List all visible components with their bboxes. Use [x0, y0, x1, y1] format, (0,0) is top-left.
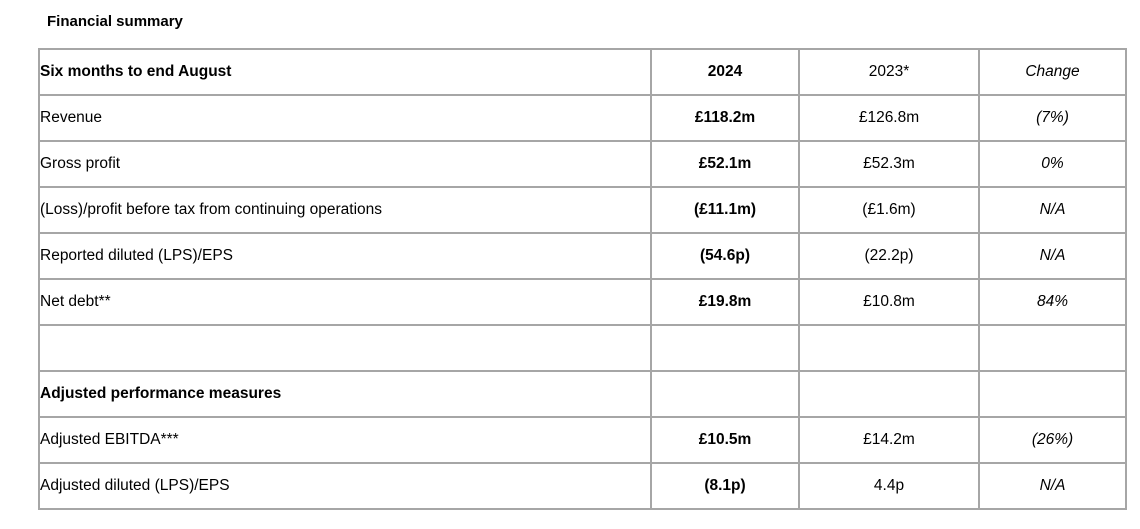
table-row-spacer	[38, 324, 1127, 372]
row-label-cell: Net debt**	[38, 278, 652, 326]
value-2024-cell: £118.2m	[650, 94, 800, 142]
table-row-revenue: Revenue £118.2m £126.8m (7%)	[38, 94, 1127, 142]
value-2023-cell: 4.4p	[798, 462, 980, 510]
value-2024-cell	[650, 324, 800, 372]
header-2024-cell: 2024	[650, 48, 800, 96]
change-cell	[978, 324, 1127, 372]
row-label-cell	[38, 324, 652, 372]
value-2024-cell: £52.1m	[650, 140, 800, 188]
table-header-row: Six months to end August 2024 2023* Chan…	[38, 48, 1127, 96]
value-2024-cell: (£11.1m)	[650, 186, 800, 234]
change-cell	[978, 370, 1127, 418]
header-2023-cell: 2023*	[798, 48, 980, 96]
section-label-cell: Adjusted performance measures	[38, 370, 652, 418]
row-label-cell: Adjusted diluted (LPS)/EPS	[38, 462, 652, 510]
value-2024-cell: £19.8m	[650, 278, 800, 326]
table-row-adjusted-section-header: Adjusted performance measures	[38, 370, 1127, 418]
value-2023-cell: £14.2m	[798, 416, 980, 464]
table-row-loss-before-tax: (Loss)/profit before tax from continuing…	[38, 186, 1127, 234]
row-label-cell: Gross profit	[38, 140, 652, 188]
header-period-cell: Six months to end August	[38, 48, 652, 96]
change-cell: N/A	[978, 186, 1127, 234]
value-2023-cell	[798, 324, 980, 372]
table-row-adjusted-ebitda: Adjusted EBITDA*** £10.5m £14.2m (26%)	[38, 416, 1127, 464]
change-cell: (7%)	[978, 94, 1127, 142]
value-2023-cell: (22.2p)	[798, 232, 980, 280]
table-row-adjusted-diluted-eps: Adjusted diluted (LPS)/EPS (8.1p) 4.4p N…	[38, 462, 1127, 510]
page-title: Financial summary	[47, 13, 183, 30]
change-cell: 84%	[978, 278, 1127, 326]
value-2023-cell: £126.8m	[798, 94, 980, 142]
change-cell: N/A	[978, 462, 1127, 510]
row-label-cell: Adjusted EBITDA***	[38, 416, 652, 464]
table-row-reported-diluted-eps: Reported diluted (LPS)/EPS (54.6p) (22.2…	[38, 232, 1127, 280]
value-2023-cell: £52.3m	[798, 140, 980, 188]
value-2023-cell: (£1.6m)	[798, 186, 980, 234]
change-cell: 0%	[978, 140, 1127, 188]
value-2024-cell: £10.5m	[650, 416, 800, 464]
change-cell: (26%)	[978, 416, 1127, 464]
change-cell: N/A	[978, 232, 1127, 280]
value-2023-cell: £10.8m	[798, 278, 980, 326]
financial-summary-table: Six months to end August 2024 2023* Chan…	[38, 48, 1127, 510]
row-label-cell: Reported diluted (LPS)/EPS	[38, 232, 652, 280]
value-2024-cell: (54.6p)	[650, 232, 800, 280]
row-label-cell: Revenue	[38, 94, 652, 142]
value-2023-cell	[798, 370, 980, 418]
value-2024-cell	[650, 370, 800, 418]
row-label-cell: (Loss)/profit before tax from continuing…	[38, 186, 652, 234]
value-2024-cell: (8.1p)	[650, 462, 800, 510]
table-row-gross-profit: Gross profit £52.1m £52.3m 0%	[38, 140, 1127, 188]
header-change-cell: Change	[978, 48, 1127, 96]
table-row-net-debt: Net debt** £19.8m £10.8m 84%	[38, 278, 1127, 326]
